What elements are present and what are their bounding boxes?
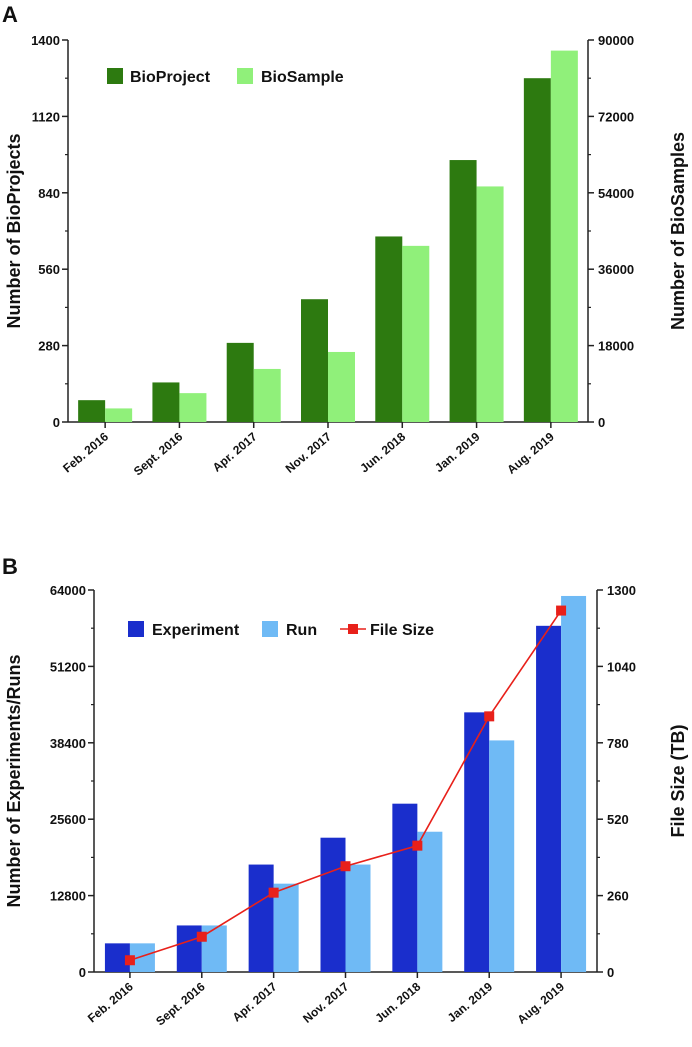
bar-run [345,864,371,972]
x-tick-label: Jun. 2018 [372,979,423,1025]
bar-experiment [536,625,562,972]
y2-tick-label: 1300 [607,583,636,598]
y-tick-label: 25600 [50,812,86,827]
x-tick-label: Feb. 2016 [85,979,136,1025]
marker-file-size [196,931,207,942]
y2-axis-title: File Size (TB) [668,724,688,837]
legend-label-experiment: Experiment [152,622,240,639]
y2-tick-label: 520 [607,812,629,827]
x-tick-label: Sept. 2016 [131,429,186,478]
bar-run [273,883,299,972]
bar-bioproject [78,400,106,422]
y2-tick-label: 36000 [598,262,634,277]
y-tick-label: 0 [79,965,86,980]
chart-panel-b: B 0 12800 25600 38400 51200 64000 0 260 520 780 104… [2,554,688,1028]
y-axis-title: Number of BioProjects [4,133,24,328]
marker-file-size [412,840,423,851]
legend-swatch-bioproject [107,68,123,84]
legend-swatch-biosample [237,68,253,84]
bar-experiment [464,712,490,972]
marker-file-size [556,605,567,616]
legend-label-bioproject: BioProject [130,69,211,86]
y-tick-label: 12800 [50,889,86,904]
y2-tick-label: 260 [607,889,629,904]
x-tick-label: Jan. 2019 [445,979,496,1025]
marker-file-size [484,711,495,722]
bar-biosample [402,245,430,422]
y-axis-title: Number of Experiments/Runs [4,654,24,907]
bar-run [561,595,587,972]
y-tick-label: 51200 [50,659,86,674]
y2-tick-label: 72000 [598,109,634,124]
x-tick-label: Aug. 2019 [504,429,557,476]
x-tick-label: Apr. 2017 [210,429,260,474]
legend-label-biosample: BioSample [261,69,344,86]
bar-bioproject [375,236,403,422]
y-tick-label: 38400 [50,736,86,751]
y2-tick-label: 1040 [607,659,636,674]
y2-tick-label: 54000 [598,186,634,201]
bar-bioproject [449,160,477,423]
marker-file-size [268,887,279,898]
y-tick-label: 0 [53,415,60,430]
legend-label-file-size: File Size [370,622,434,639]
bar-biosample [105,408,133,422]
y2-tick-label: 0 [607,965,614,980]
y-tick-label: 840 [38,186,60,201]
legend-marker-file-size [348,624,358,634]
legend-swatch-experiment [128,621,144,637]
x-tick-label: Apr. 2017 [230,979,280,1024]
x-tick-label: Sept. 2016 [153,979,208,1028]
marker-file-size [340,861,351,872]
panel-label: B [2,554,18,579]
y-tick-label: 1120 [32,109,60,124]
bar-bioproject [152,382,180,422]
bar-biosample [328,351,355,422]
bar-biosample [476,186,504,422]
y-tick-label: 64000 [50,583,86,598]
y2-tick-label: 780 [607,736,629,751]
marker-file-size [124,955,135,966]
bar-bioproject [226,342,254,422]
y-tick-label: 280 [38,339,60,354]
bar-bioproject [523,78,551,422]
bar-experiment [320,837,346,972]
x-tick-label: Aug. 2019 [515,979,568,1026]
x-tick-label: Nov. 2017 [300,979,351,1025]
bar-biosample [179,393,207,422]
y2-tick-label: 90000 [598,33,634,48]
y2-tick-label: 18000 [598,339,634,354]
x-tick-label: Feb. 2016 [60,429,111,475]
bar-bioproject [301,299,328,422]
legend-label-run: Run [286,622,317,639]
x-tick-label: Jan. 2019 [432,429,483,475]
bar-run [417,831,443,972]
y-tick-label: 1400 [31,33,60,48]
y2-axis-title: Number of BioSamples [668,132,688,330]
bar-experiment [248,864,274,972]
bar-run [489,740,515,972]
bar-experiment [392,803,418,972]
x-tick-label: Nov. 2017 [283,429,334,475]
legend-swatch-run [262,621,278,637]
bar-biosample [253,368,281,422]
y-tick-label: 560 [38,262,60,277]
panel-label: A [2,2,18,27]
y2-tick-label: 0 [598,415,605,430]
x-tick-label: Jun. 2018 [357,429,408,475]
bar-biosample [550,50,578,422]
chart-panel-a: A 0 280 560 840 1120 1400 0 18000 36000 54000 72000… [2,2,688,478]
